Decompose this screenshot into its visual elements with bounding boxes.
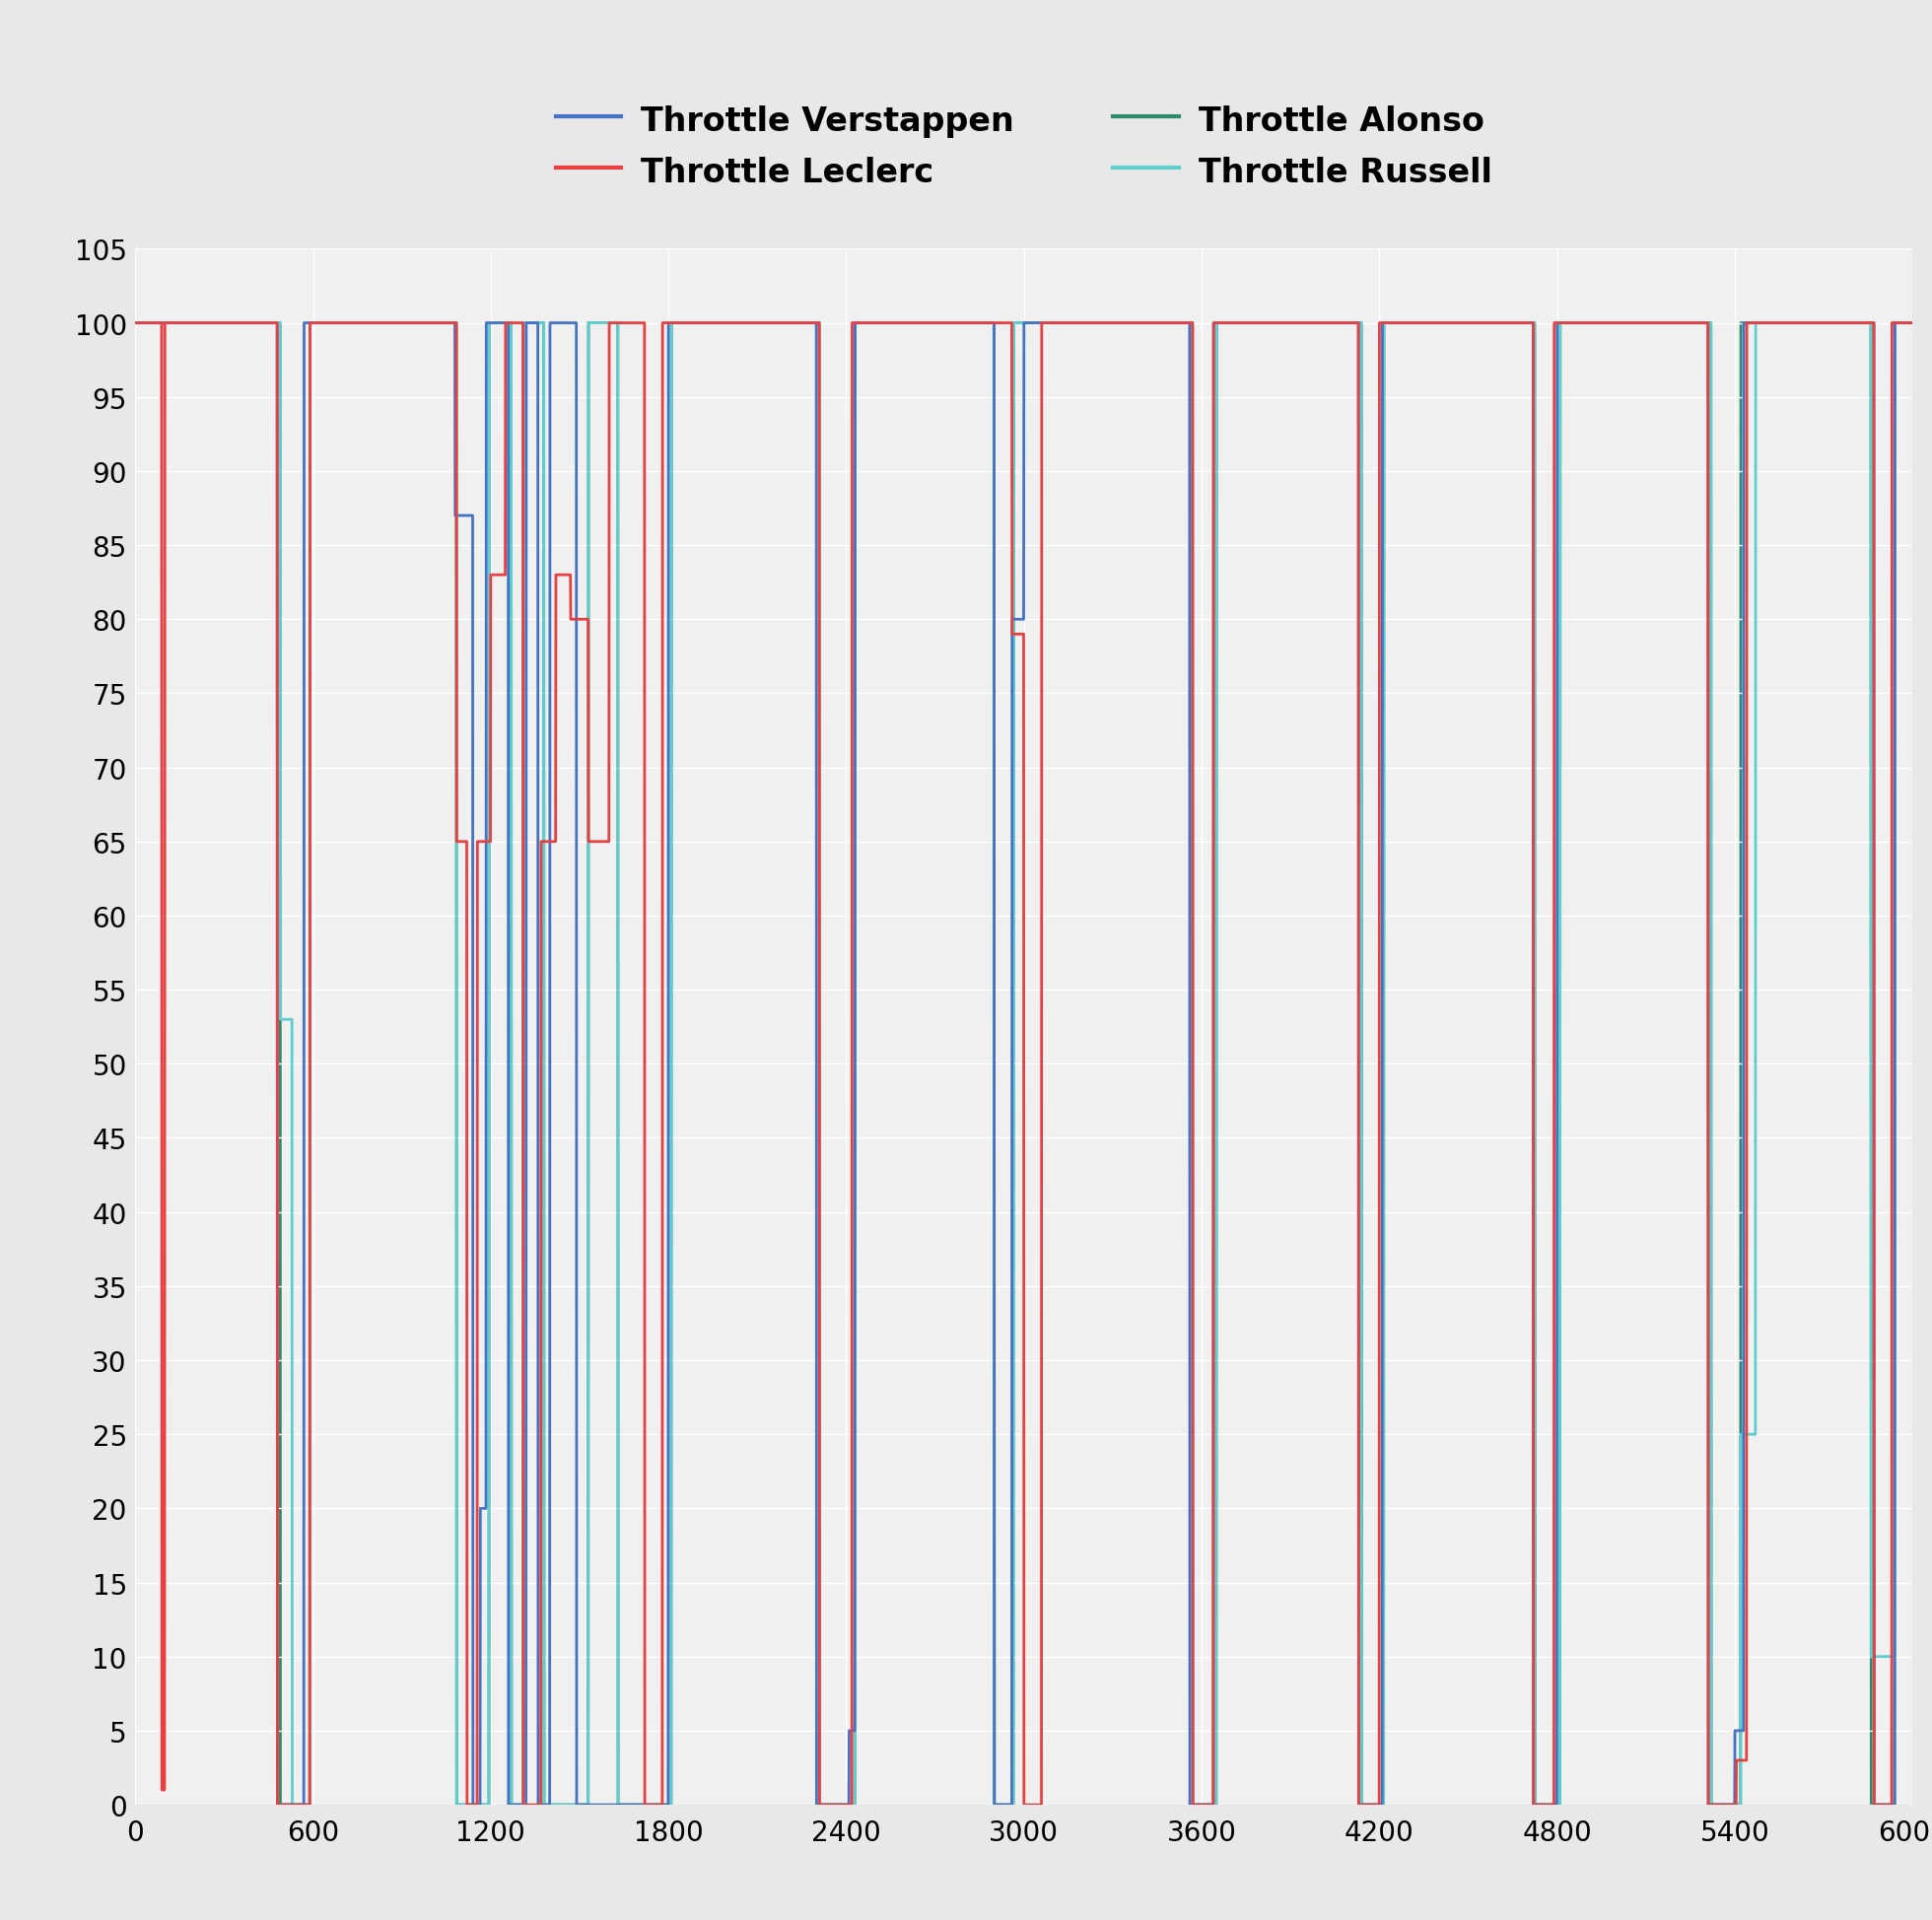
Throttle Alonso bbox=[269, 1793, 292, 1816]
Throttle Leclerc bbox=[267, 1793, 290, 1816]
Legend: Throttle Verstappen, Throttle Leclerc, Throttle Alonso, Throttle Russell: Throttle Verstappen, Throttle Leclerc, T… bbox=[539, 86, 1509, 205]
Throttle Verstappen bbox=[545, 313, 568, 336]
Throttle Verstappen bbox=[124, 313, 147, 336]
Throttle Russell bbox=[145, 313, 168, 336]
Line: Throttle Alonso: Throttle Alonso bbox=[135, 324, 1913, 1805]
Throttle Alonso bbox=[1692, 313, 1716, 336]
Throttle Verstappen bbox=[1876, 1793, 1899, 1816]
Throttle Russell bbox=[1876, 1645, 1899, 1668]
Throttle Leclerc bbox=[545, 564, 568, 588]
Throttle Russell bbox=[280, 1793, 303, 1816]
Throttle Alonso bbox=[927, 313, 951, 336]
Line: Throttle Russell: Throttle Russell bbox=[135, 324, 1913, 1805]
Throttle Russell bbox=[545, 1793, 568, 1816]
Throttle Russell bbox=[1901, 313, 1924, 336]
Throttle Leclerc bbox=[145, 313, 168, 336]
Line: Throttle Verstappen: Throttle Verstappen bbox=[135, 324, 1913, 1805]
Throttle Leclerc bbox=[1692, 313, 1716, 336]
Throttle Alonso bbox=[1459, 313, 1482, 336]
Throttle Russell bbox=[1459, 313, 1482, 336]
Throttle Alonso bbox=[545, 1793, 568, 1816]
Throttle Leclerc bbox=[1876, 1793, 1899, 1816]
Throttle Verstappen bbox=[1692, 313, 1716, 336]
Throttle Verstappen bbox=[1459, 313, 1482, 336]
Throttle Russell bbox=[124, 313, 147, 336]
Throttle Verstappen bbox=[267, 1793, 290, 1816]
Throttle Verstappen bbox=[145, 313, 168, 336]
Throttle Alonso bbox=[1901, 313, 1924, 336]
Throttle Alonso bbox=[1876, 1793, 1899, 1816]
Throttle Leclerc bbox=[927, 313, 951, 336]
Throttle Leclerc bbox=[124, 313, 147, 336]
Throttle Leclerc bbox=[1901, 313, 1924, 336]
Throttle Russell bbox=[927, 313, 951, 336]
Throttle Leclerc bbox=[1459, 313, 1482, 336]
Throttle Alonso bbox=[145, 313, 168, 336]
Line: Throttle Leclerc: Throttle Leclerc bbox=[135, 324, 1913, 1805]
Throttle Verstappen bbox=[927, 313, 951, 336]
Throttle Russell bbox=[1692, 313, 1716, 336]
Throttle Alonso bbox=[124, 313, 147, 336]
Throttle Verstappen bbox=[1901, 313, 1924, 336]
